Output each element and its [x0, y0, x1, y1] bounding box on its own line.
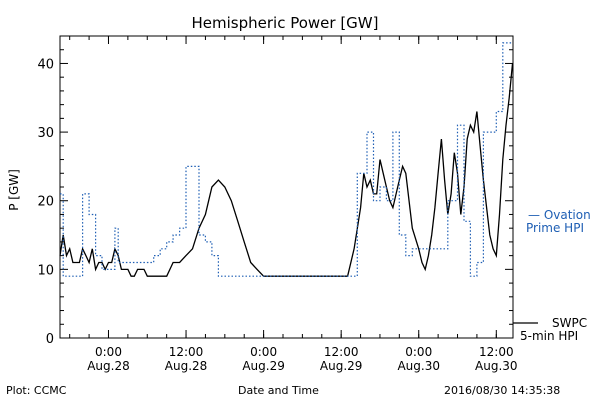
x-tick-date: Aug.29: [242, 359, 285, 373]
x-tick-date: Aug.30: [397, 359, 440, 373]
x-tick-time: 12:00: [324, 345, 359, 359]
x-tick-time: 0:00: [95, 345, 122, 359]
series-line-swpc: [59, 63, 514, 277]
legend-swpc-line2: 5-min HPI: [520, 329, 578, 343]
x-tick-time: 12:00: [169, 345, 204, 359]
chart-title: Hemispheric Power [GW]: [192, 14, 379, 32]
footer-credit: Plot: CCMC: [6, 384, 67, 397]
y-axis-label: P [GW]: [7, 169, 21, 211]
x-axis-label: Date and Time: [238, 384, 319, 397]
x-tick-date: Aug.28: [87, 359, 130, 373]
x-axis: 0:00Aug.2812:00Aug.280:00Aug.2912:00Aug.…: [69, 36, 518, 373]
y-tick-label: 40: [37, 57, 54, 72]
x-tick-time: 12:00: [479, 345, 514, 359]
legend-swpc-line1: SWPC: [552, 316, 587, 330]
series-layer: [59, 42, 514, 277]
y-tick-label: 30: [37, 126, 54, 141]
x-tick-time: 0:00: [250, 345, 277, 359]
x-tick-date: Aug.28: [165, 359, 208, 373]
series-line-ovation: [60, 42, 513, 277]
footer-timestamp: 2016/08/30 14:35:38: [444, 384, 561, 397]
x-tick-time: 0:00: [405, 345, 432, 359]
x-tick-date: Aug.30: [475, 359, 518, 373]
y-tick-label: 0: [46, 332, 54, 347]
y-axis: 0 10 20 30 40: [37, 35, 513, 347]
y-tick-label: 20: [37, 195, 54, 210]
x-tick-date: Aug.29: [320, 359, 363, 373]
legend-ovation-line2: Prime HPI: [526, 221, 584, 235]
legend-ovation-line1: — Ovation: [528, 208, 591, 222]
y-tick-label: 10: [37, 263, 54, 278]
